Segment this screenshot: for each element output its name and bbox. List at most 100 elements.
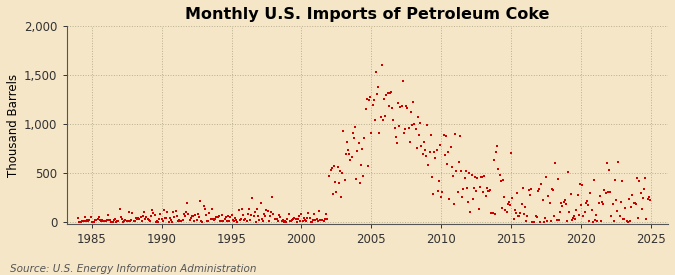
Point <box>175 219 186 224</box>
Point <box>402 106 413 111</box>
Point <box>389 125 400 130</box>
Point <box>459 175 470 180</box>
Point <box>509 208 520 213</box>
Point <box>348 136 359 140</box>
Point <box>478 190 489 194</box>
Point <box>431 148 442 153</box>
Point <box>277 218 288 222</box>
Point <box>425 133 436 137</box>
Point <box>589 178 599 183</box>
Point <box>161 215 171 220</box>
Point <box>177 218 188 222</box>
Point <box>192 212 203 216</box>
Point <box>250 210 261 214</box>
Point <box>356 162 367 167</box>
Point <box>170 208 181 213</box>
Point <box>470 175 481 180</box>
Point <box>367 103 378 107</box>
Point <box>350 125 360 129</box>
Point <box>329 164 340 168</box>
Point <box>634 178 645 183</box>
Point <box>613 160 624 164</box>
Point <box>207 217 218 221</box>
Point <box>189 219 200 223</box>
Point <box>645 198 655 202</box>
Point <box>183 212 194 216</box>
Point <box>132 216 142 221</box>
Point <box>360 107 371 111</box>
Point <box>465 210 476 214</box>
Point <box>558 200 569 205</box>
Point <box>547 188 558 192</box>
Point <box>138 214 148 218</box>
Point <box>165 218 176 222</box>
Point <box>421 153 431 158</box>
Point <box>539 215 550 220</box>
Point <box>292 217 303 221</box>
Point <box>75 219 86 224</box>
Point <box>141 215 152 219</box>
Point <box>537 198 548 203</box>
Point <box>256 216 267 221</box>
Point <box>284 219 295 224</box>
Point <box>468 186 479 190</box>
Point <box>504 200 514 205</box>
Point <box>565 191 576 196</box>
Point <box>140 217 151 221</box>
Point <box>444 197 455 201</box>
Point <box>345 157 356 162</box>
Point <box>614 214 625 218</box>
Point <box>327 192 338 196</box>
Point <box>182 201 192 205</box>
Point <box>253 214 264 219</box>
Point <box>569 213 580 218</box>
Point <box>583 203 593 207</box>
Point <box>348 131 358 136</box>
Point <box>155 212 166 217</box>
Point <box>512 191 522 195</box>
Point <box>101 218 112 222</box>
Point <box>521 219 532 224</box>
Point <box>407 123 418 127</box>
Point <box>96 218 107 223</box>
Point <box>436 195 447 199</box>
Point <box>106 220 117 224</box>
Point <box>200 213 211 217</box>
Point <box>247 196 258 200</box>
Point <box>392 141 402 145</box>
Point <box>335 169 346 173</box>
Point <box>286 219 296 223</box>
Point <box>526 187 537 192</box>
Point <box>514 214 524 218</box>
Point <box>238 213 248 218</box>
Point <box>276 219 287 223</box>
Point <box>292 220 302 224</box>
Point <box>296 211 307 216</box>
Point <box>449 202 460 207</box>
Point <box>557 204 568 208</box>
Point <box>424 150 435 155</box>
Point <box>420 147 431 152</box>
Point <box>127 210 138 215</box>
Point <box>581 199 592 203</box>
Point <box>556 200 567 205</box>
Point <box>310 218 321 222</box>
Point <box>297 219 308 224</box>
Point <box>522 214 533 218</box>
Point <box>142 217 153 222</box>
Point <box>344 152 354 156</box>
Point <box>107 220 118 224</box>
Point <box>607 202 618 207</box>
Point <box>584 219 595 223</box>
Point <box>387 106 398 110</box>
Point <box>385 90 396 94</box>
Point <box>621 219 632 224</box>
Point <box>198 204 209 209</box>
Point <box>197 219 208 224</box>
Point <box>250 219 261 224</box>
Point <box>560 202 571 206</box>
Point <box>146 214 157 218</box>
Point <box>225 215 236 219</box>
Point <box>454 160 464 164</box>
Point <box>128 218 139 223</box>
